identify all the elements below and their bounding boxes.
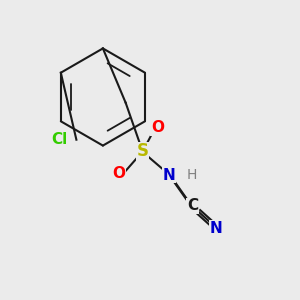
Text: N: N [163,167,175,182]
Text: N: N [210,220,223,236]
Text: S: S [136,142,148,160]
Text: C: C [187,198,198,213]
Text: O: O [112,166,126,181]
Text: H: H [187,168,197,182]
Text: O: O [151,120,164,135]
Text: Cl: Cl [51,132,68,147]
